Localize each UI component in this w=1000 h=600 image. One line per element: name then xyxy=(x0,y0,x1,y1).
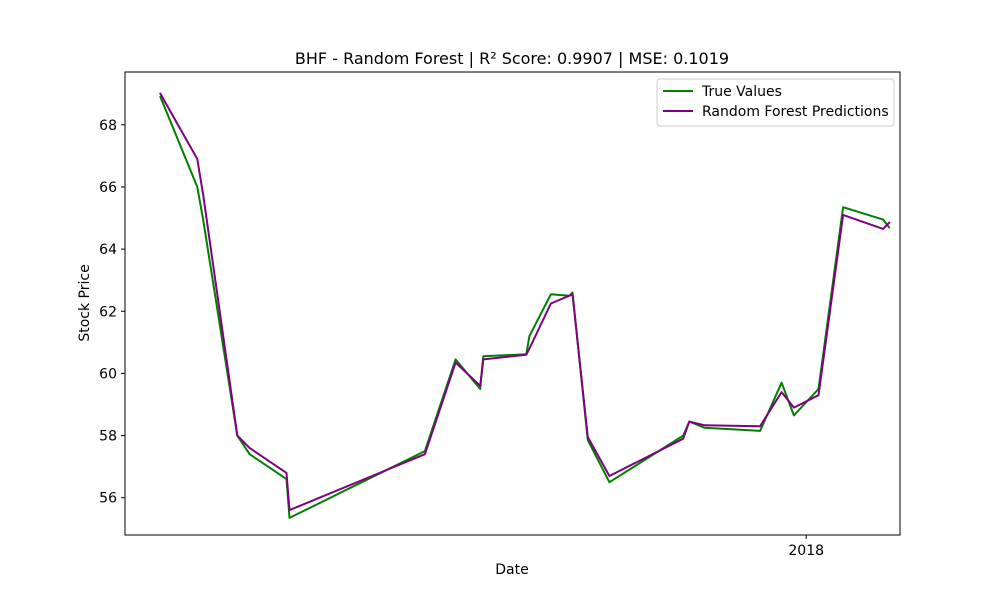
y-tick-label: 56 xyxy=(99,491,117,507)
legend: True Values Random Forest Predictions xyxy=(656,78,895,127)
y-tick-label: 62 xyxy=(99,304,117,320)
y-tick-label: 66 xyxy=(99,180,117,196)
chart-title: BHF - Random Forest | R² Score: 0.9907 |… xyxy=(295,49,729,68)
plot-area-frame xyxy=(124,71,901,536)
legend-label-predictions: Random Forest Predictions xyxy=(702,104,889,120)
y-axis-label: Stock Price xyxy=(77,264,93,341)
series-layer xyxy=(159,92,891,519)
y-tick-label: 64 xyxy=(99,242,117,258)
y-tick-label: 60 xyxy=(99,366,117,382)
y-tick-label: 58 xyxy=(99,429,117,445)
legend-label-true-values: True Values xyxy=(701,84,782,100)
axes: 56 58 60 62 64 66 68 2018 xyxy=(99,118,824,559)
series-line-predictions xyxy=(159,92,891,512)
legend-box xyxy=(656,78,895,127)
x-tick-label: 2018 xyxy=(788,543,824,559)
x-axis-label: Date xyxy=(495,562,528,578)
y-tick-label: 68 xyxy=(99,118,117,134)
